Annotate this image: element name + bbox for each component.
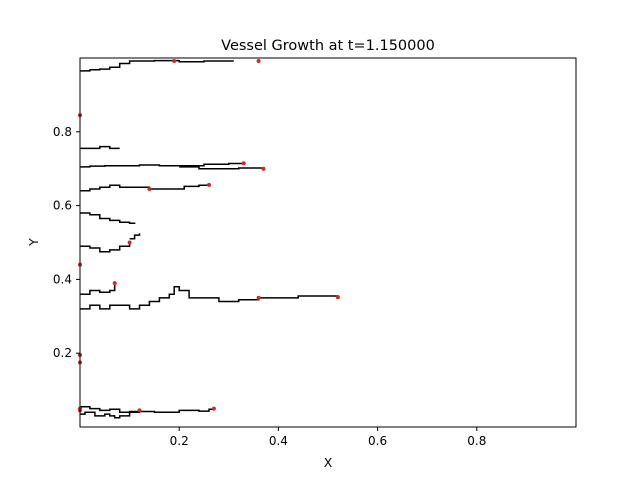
vessel-tip-point (137, 408, 142, 413)
vessel-tip-point (127, 240, 132, 245)
vessel-tip-point (256, 295, 261, 300)
vessel-line-5 (80, 242, 131, 253)
vessel-line-6 (80, 184, 155, 192)
vessel-line-10 (80, 145, 120, 150)
vessel-line-8 (80, 162, 245, 168)
vessel-tip-point (211, 406, 216, 411)
y-tick-label: 0.2 (53, 346, 72, 360)
x-tick-label: 0.8 (467, 434, 486, 448)
vessel-tip-point (256, 59, 261, 63)
vessel-line-4 (80, 283, 116, 295)
vessel-line-12 (80, 212, 136, 225)
vessel-tip-point (207, 182, 211, 187)
y-axis-ticks: 0.2 0.4 0.6 0.8 (53, 125, 80, 360)
vessel-line-9 (179, 166, 265, 170)
vessel-tip-point (112, 281, 117, 286)
vessel-tip-point (241, 161, 246, 166)
vessel-tip-point (172, 59, 177, 63)
x-tick-label: 0.6 (368, 434, 387, 448)
axes-frame (79, 57, 577, 428)
y-axis-label: Y (26, 238, 41, 247)
vessel-tip-point (335, 295, 340, 300)
y-tick-label: 0.4 (53, 272, 72, 286)
vessel-tip-point (147, 187, 152, 191)
y-tick-label: 0.8 (53, 125, 72, 139)
vessel-line-2 (80, 410, 141, 419)
chart-title: Vessel Growth at t=1.150000 (221, 38, 435, 54)
x-tick-label: 0.4 (269, 434, 288, 448)
x-tick-label: 0.2 (170, 434, 189, 448)
vessel-line-13 (129, 233, 141, 240)
plot-lines (80, 59, 339, 419)
vessel-line-11 (80, 59, 234, 72)
x-axis-label: X (324, 455, 333, 470)
vessel-tip-point (261, 166, 266, 171)
x-axis-ticks: 0.2 0.4 0.6 0.8 (170, 427, 486, 448)
y-tick-label: 0.6 (53, 199, 72, 213)
